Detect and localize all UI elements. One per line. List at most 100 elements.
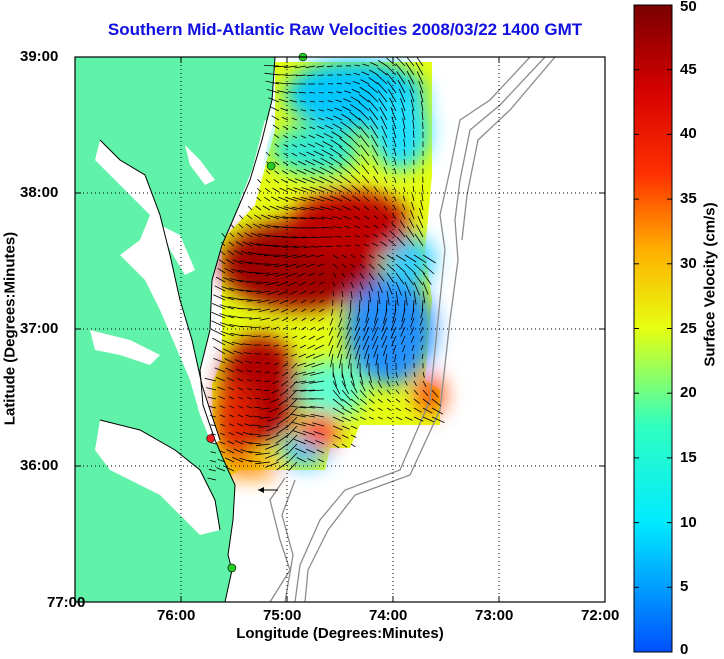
velocity-vector [265,151,271,157]
velocity-vector [383,196,388,202]
velocity-vector [396,71,406,85]
velocity-vector [274,143,280,148]
velocity-vector [403,138,406,148]
velocity-vector [344,235,352,238]
velocity-vector [382,344,388,357]
velocity-vector [292,126,298,130]
velocity-vector [391,335,397,347]
velocity-vector [243,352,253,355]
velocity-vector [255,452,271,456]
velocity-vector [294,178,307,184]
velocity-vector [359,281,364,290]
velocity-vector [245,223,253,229]
velocity-vector [209,460,217,463]
velocity-vector [228,432,235,436]
velocity-vector [395,263,406,273]
velocity-vector [289,290,298,296]
velocity-vector [413,177,415,184]
velocity-vector [377,254,385,260]
velocity-vector [403,168,406,175]
velocity-vector [272,187,280,193]
velocity-vector [404,407,412,412]
velocity-vector [319,176,334,184]
velocity-vector [341,272,346,278]
velocity-vector [214,285,226,292]
velocity-vector [350,389,360,400]
velocity-vector [384,353,388,365]
velocity-vector [404,380,408,386]
velocity-vector [413,380,417,387]
velocity-vector [282,362,289,367]
velocity-vector [278,98,289,103]
velocity-vector [292,144,298,148]
velocity-vector [264,187,271,193]
velocity-vector [359,416,366,420]
velocity-vector [404,281,412,297]
velocity-vector [358,94,370,103]
velocity-vector [349,111,361,121]
velocity-vector [207,477,217,481]
velocity-vector [421,192,424,202]
velocity-vector [350,443,356,448]
velocity-vector [212,337,226,346]
velocity-vector [393,147,397,157]
velocity-vector [301,126,307,130]
velocity-vector [245,414,253,418]
velocity-vector [400,317,406,330]
velocity-vector [404,389,409,395]
velocity-vector [278,290,289,296]
velocity-vector [377,398,383,403]
velocity-vector [211,433,217,436]
velocity-vector [300,335,307,340]
velocity-vector [290,353,298,357]
velocity-vector [337,344,343,359]
velocity-vector [417,216,424,229]
velocity-vector [235,241,244,247]
velocity-vector [276,205,289,211]
velocity-vector [227,440,235,445]
velocity-vector [292,196,307,202]
velocity-vector [359,86,370,94]
velocity-vector [341,205,352,211]
velocity-vector [409,89,415,103]
velocity-vector [282,245,298,248]
velocity-vector [312,236,325,238]
velocity-vector [308,335,316,340]
velocity-vector [422,389,429,397]
velocity-vector [332,380,341,395]
velocity-vector [309,206,325,211]
velocity-vector [273,335,280,339]
velocity-vector [300,135,307,139]
velocity-vector [382,145,388,157]
velocity-vector [227,250,235,256]
velocity-vector [220,330,235,337]
velocity-vector [316,65,325,68]
velocity-vector [364,215,370,220]
velocity-vector [368,371,372,383]
velocity-vector [237,289,253,292]
velocity-vector [363,344,370,359]
velocity-vector [332,254,339,259]
velocity-vector [256,290,271,294]
x-tick-label: 75:00 [263,607,302,624]
velocity-vector [422,416,435,423]
velocity-vector [382,135,388,148]
velocity-vector [421,184,424,193]
x-tick-label: 73:00 [475,607,514,624]
velocity-vector [249,242,262,247]
velocity-vector [386,407,392,411]
velocity-vector [359,407,367,412]
velocity-vector [368,407,375,412]
velocity-vector [295,447,307,454]
velocity-vector [336,335,343,348]
velocity-vector [326,65,334,68]
velocity-vector [381,125,388,139]
velocity-vector [296,457,307,463]
velocity-vector [317,458,325,463]
velocity-vector [302,430,316,436]
velocity-vector [275,425,289,435]
colorbar [633,4,673,653]
colorbar-tick-label: 0 [680,641,689,658]
velocity-vector [375,353,379,366]
velocity-vector [395,389,400,395]
